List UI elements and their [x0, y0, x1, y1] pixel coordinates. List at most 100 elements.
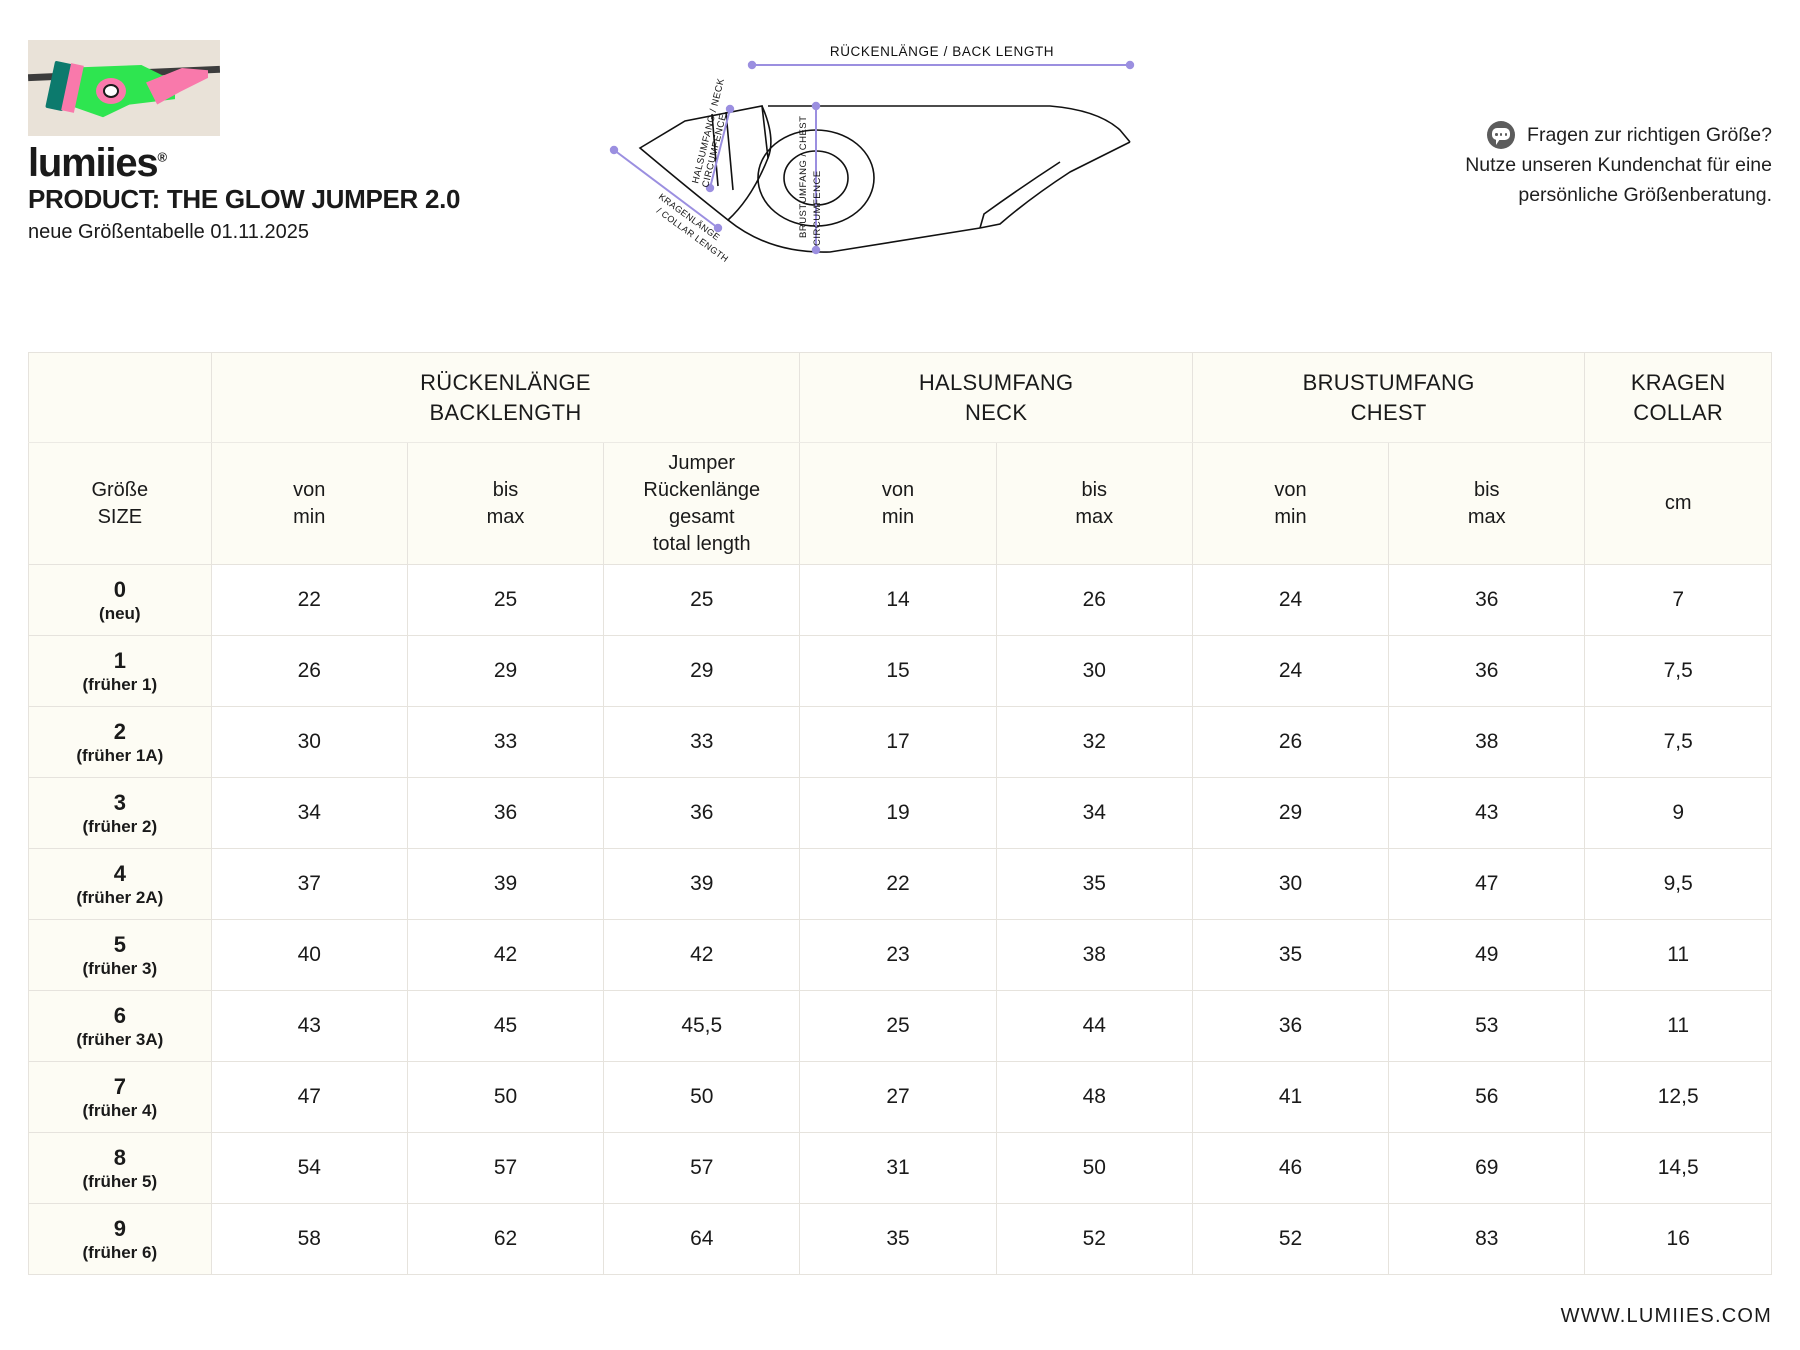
- table-row: 2 (früher 1A) 30 33 33 17 32 26 38 7,5: [28, 706, 1772, 778]
- subheader-neck-max-en: max: [1075, 505, 1114, 528]
- cell-back-min: 47: [210, 1061, 408, 1133]
- group-neck-de: HALSUMFANG: [918, 369, 1074, 395]
- measure-lines: [609, 60, 1135, 255]
- cell-chest-max: 49: [1388, 919, 1586, 991]
- table-row: 8 (früher 5) 54 57 57 31 50 46 69 14,5: [28, 1132, 1772, 1204]
- cell-back-max: 29: [406, 635, 605, 707]
- cell-neck-max: 34: [995, 777, 1193, 849]
- cell-total-length: 50: [603, 1061, 801, 1133]
- cell-size: 0 (neu): [28, 564, 212, 636]
- subheader-back-bis: bis: [492, 478, 519, 501]
- product-title: PRODUCT: THE GLOW JUMPER 2.0: [28, 184, 461, 214]
- subheader-collar-unit: cm: [1584, 442, 1772, 565]
- subheader-total-l1: Jumper: [668, 451, 736, 474]
- cell-size: 7 (früher 4): [28, 1061, 212, 1133]
- help-line-1: Fragen zur richtigen Größe?: [1527, 124, 1772, 146]
- help-line-3: persönliche Größenberatung.: [1518, 184, 1772, 207]
- size-legacy: (neu): [99, 604, 141, 624]
- cell-chest-min: 29: [1191, 777, 1390, 849]
- subheader-chest-von: von: [1274, 478, 1307, 501]
- diagram-svg: RÜCKENLÄNGE / BACK LENGTH KRAGENLÄNGE / …: [609, 44, 1135, 264]
- cell-neck-max: 50: [995, 1132, 1193, 1204]
- cell-collar: 11: [1584, 990, 1772, 1062]
- subheader-chest-min: von min: [1191, 442, 1390, 565]
- cell-chest-min: 35: [1191, 919, 1390, 991]
- group-header-blank: [28, 352, 212, 443]
- size-legacy: (früher 4): [82, 1101, 158, 1121]
- cell-back-max: 57: [406, 1132, 605, 1204]
- cell-size: 2 (früher 1A): [28, 706, 212, 778]
- cell-neck-min: 35: [799, 1203, 997, 1275]
- cell-back-max: 36: [406, 777, 605, 849]
- cell-back-min: 58: [210, 1203, 408, 1275]
- cell-back-min: 40: [210, 919, 408, 991]
- group-header-chest: BRUSTUMFANG CHEST: [1191, 352, 1586, 443]
- cell-neck-min: 14: [799, 564, 997, 636]
- table-row: 4 (früher 2A) 37 39 39 22 35 30 47 9,5: [28, 848, 1772, 920]
- subheader-back-max-en: max: [486, 505, 525, 528]
- cell-size: 4 (früher 2A): [28, 848, 212, 920]
- cell-collar: 16: [1584, 1203, 1772, 1275]
- subheader-back-von: von: [293, 478, 326, 501]
- cell-size: 6 (früher 3A): [28, 990, 212, 1062]
- cell-back-max: 45: [406, 990, 605, 1062]
- cell-back-max: 39: [406, 848, 605, 920]
- cell-collar: 9: [1584, 777, 1772, 849]
- cell-back-min: 22: [210, 564, 408, 636]
- back-length-label: RÜCKENLÄNGE / BACK LENGTH: [830, 44, 1054, 59]
- subheader-neck-max: bis max: [995, 442, 1193, 565]
- group-header-neck: HALSUMFANG NECK: [799, 352, 1193, 443]
- cell-chest-min: 24: [1191, 564, 1390, 636]
- cell-size: 3 (früher 2): [28, 777, 212, 849]
- group-header-backlength: RÜCKENLÄNGE BACKLENGTH: [210, 352, 801, 443]
- size-number: 3: [113, 789, 126, 815]
- size-number: 2: [113, 718, 126, 744]
- group-collar-de: KRAGEN: [1630, 369, 1726, 395]
- footer-website: WWW.LUMIIES.COM: [1560, 1305, 1772, 1327]
- cell-total-length: 64: [603, 1203, 801, 1275]
- cell-size: 9 (früher 6): [28, 1203, 212, 1275]
- cell-total-length: 39: [603, 848, 801, 920]
- size-table: RÜCKENLÄNGE BACKLENGTH HALSUMFANG NECK B…: [28, 352, 1772, 1275]
- table-sub-header-row: Größe SIZE von min bis max Jumper Rücken…: [28, 442, 1772, 565]
- cell-chest-max: 47: [1388, 848, 1586, 920]
- cell-collar: 11: [1584, 919, 1772, 991]
- cell-neck-min: 25: [799, 990, 997, 1062]
- group-backlength-en: BACKLENGTH: [429, 399, 582, 425]
- cell-neck-max: 38: [995, 919, 1193, 991]
- cell-collar: 7,5: [1584, 635, 1772, 707]
- cell-total-length: 29: [603, 635, 801, 707]
- cell-chest-max: 69: [1388, 1132, 1586, 1204]
- cell-neck-min: 31: [799, 1132, 997, 1204]
- cell-size: 1 (früher 1): [28, 635, 212, 707]
- sizing-help-note: Fragen zur richtigen Größe? Nutze unsere…: [1342, 120, 1772, 211]
- brand-logo-text: lumiies: [28, 141, 159, 185]
- cell-total-length: 42: [603, 919, 801, 991]
- cell-back-min: 43: [210, 990, 408, 1062]
- size-legacy: (früher 2): [82, 817, 158, 837]
- size-number: 9: [113, 1215, 126, 1241]
- cell-collar: 7: [1584, 564, 1772, 636]
- cell-neck-min: 19: [799, 777, 997, 849]
- subheader-chest-bis: bis: [1473, 478, 1500, 501]
- size-legacy: (früher 2A): [76, 888, 164, 908]
- header-area: lumiies® PRODUCT: THE GLOW JUMPER 2.0 ne…: [0, 0, 1800, 330]
- cell-chest-min: 24: [1191, 635, 1390, 707]
- cell-chest-max: 43: [1388, 777, 1586, 849]
- size-number: 4: [113, 860, 126, 886]
- cell-back-max: 25: [406, 564, 605, 636]
- cell-back-min: 54: [210, 1132, 408, 1204]
- cell-chest-max: 38: [1388, 706, 1586, 778]
- table-row: 6 (früher 3A) 43 45 45,5 25 44 36 53 11: [28, 990, 1772, 1062]
- size-number: 5: [113, 931, 126, 957]
- group-header-collar: KRAGEN COLLAR: [1584, 352, 1772, 443]
- size-number: 7: [113, 1073, 126, 1099]
- cell-collar: 12,5: [1584, 1061, 1772, 1133]
- cell-total-length: 45,5: [603, 990, 801, 1062]
- subheader-chest-max: bis max: [1388, 442, 1586, 565]
- cell-back-min: 30: [210, 706, 408, 778]
- cell-total-length: 25: [603, 564, 801, 636]
- table-row: 1 (früher 1) 26 29 29 15 30 24 36 7,5: [28, 635, 1772, 707]
- cell-chest-max: 83: [1388, 1203, 1586, 1275]
